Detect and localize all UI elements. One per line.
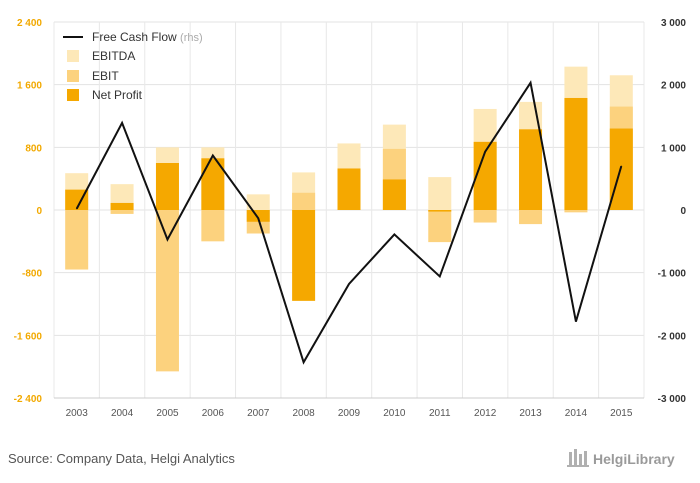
bar-ebit: [428, 210, 452, 243]
bar-net-profit: [292, 210, 316, 301]
bar-net-profit: [382, 179, 406, 210]
bar-ebit: [201, 210, 225, 242]
bar-net-profit: [337, 168, 361, 210]
x-tick-label: 2007: [247, 408, 270, 419]
bar-ebit: [292, 192, 316, 210]
bar-net-profit: [246, 210, 270, 222]
bar-ebit: [110, 210, 134, 214]
point-free-cash-flow: [439, 275, 441, 277]
y-left-tick-label: 800: [25, 143, 42, 154]
bar-net-profit: [65, 189, 89, 210]
bar-ebit: [564, 210, 588, 213]
point-free-cash-flow: [575, 321, 577, 323]
point-free-cash-flow: [620, 165, 622, 167]
y-left-tick-label: -800: [22, 269, 42, 280]
y-right-tick-label: 1 000: [661, 143, 686, 154]
point-free-cash-flow: [303, 361, 305, 363]
x-tick-label: 2011: [429, 408, 451, 419]
library-icon: [567, 449, 589, 467]
brand-name: HelgiLibrary: [593, 451, 675, 467]
y-right-tick-label: -2 000: [658, 331, 687, 342]
legend: Free Cash Flow (rhs) EBITDA EBIT Net Pro…: [63, 30, 203, 102]
x-tick-label: 2003: [66, 408, 89, 419]
x-tick-label: 2013: [519, 408, 542, 419]
brand-logo: HelgiLibrary: [567, 449, 675, 467]
bar-ebit: [473, 210, 497, 223]
point-free-cash-flow: [212, 154, 214, 156]
point-free-cash-flow: [257, 217, 259, 219]
x-tick-label: 2014: [565, 408, 588, 419]
bar-net-profit: [519, 129, 543, 210]
x-tick-label: 2008: [292, 408, 315, 419]
x-tick-label: 2006: [202, 408, 225, 419]
bar-ebitda: [246, 194, 270, 210]
legend-label-ebit: EBIT: [92, 69, 119, 83]
point-free-cash-flow: [530, 82, 532, 84]
bar-ebitda: [428, 177, 452, 210]
legend-swatch-net-profit: [67, 89, 79, 101]
legend-label-ebitda: EBITDA: [92, 49, 135, 63]
x-tick-label: 2010: [383, 408, 406, 419]
point-free-cash-flow: [76, 208, 78, 210]
y-right-tick-label: 0: [680, 206, 686, 217]
legend-label-fcf: Free Cash Flow (rhs): [92, 30, 203, 44]
axis-layer: 2 400 1 600 800 0 -800 -1 600 -2 400 3 000 2 000…: [14, 18, 687, 419]
legend-swatch-ebit: [67, 70, 79, 82]
point-free-cash-flow: [348, 283, 350, 285]
source-note: Source: Company Data, Helgi Analytics: [8, 451, 235, 466]
point-free-cash-flow: [166, 238, 168, 240]
x-tick-label: 2004: [111, 408, 134, 419]
y-left-tick-label: 1 600: [17, 81, 42, 92]
x-tick-label: 2015: [610, 408, 633, 419]
bar-ebit: [65, 210, 89, 270]
y-left-tick-label: -1 600: [14, 331, 43, 342]
bar-net-profit: [201, 158, 225, 210]
y-right-tick-label: 2 000: [661, 81, 686, 92]
y-right-tick-label: 3 000: [661, 18, 686, 29]
bar-net-profit: [473, 141, 497, 210]
bar-net-profit: [428, 210, 452, 212]
line-layer: [75, 80, 623, 365]
x-tick-label: 2012: [474, 408, 497, 419]
y-left-tick-label: 2 400: [17, 18, 42, 29]
bar-ebit: [155, 210, 179, 372]
legend-label-net-profit: Net Profit: [92, 88, 143, 102]
point-free-cash-flow: [393, 233, 395, 235]
legend-swatch-ebitda: [67, 50, 79, 62]
grid-layer: [53, 21, 645, 399]
bar-ebit: [519, 210, 543, 225]
bar-net-profit: [564, 97, 588, 210]
bar-net-profit: [110, 202, 134, 210]
y-left-tick-label: -2 400: [14, 394, 43, 405]
x-tick-label: 2005: [156, 408, 179, 419]
point-free-cash-flow: [484, 151, 486, 153]
bar-layer: [65, 66, 633, 372]
y-right-tick-label: -1 000: [658, 269, 687, 280]
bar-net-profit: [155, 163, 179, 210]
point-free-cash-flow: [121, 122, 123, 124]
y-left-tick-label: 0: [36, 206, 42, 217]
x-tick-label: 2009: [338, 408, 361, 419]
y-right-tick-label: -3 000: [658, 394, 687, 405]
